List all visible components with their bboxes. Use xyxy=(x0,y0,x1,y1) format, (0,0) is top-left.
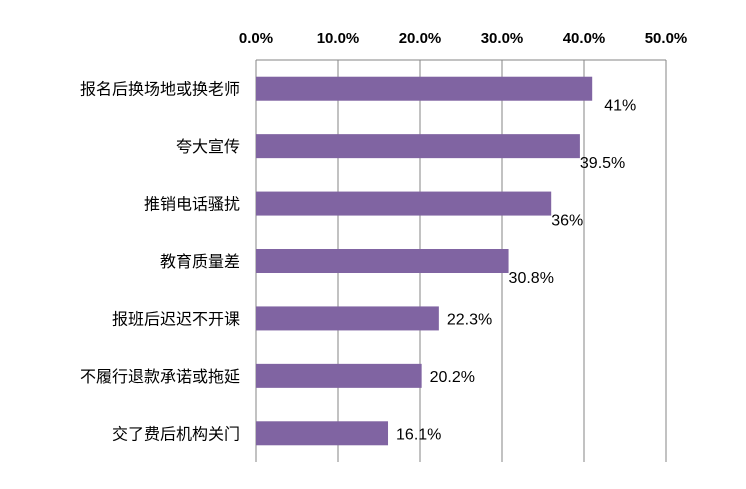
bar xyxy=(256,191,552,216)
bars-group xyxy=(256,76,593,446)
bar xyxy=(256,134,580,159)
category-label: 推销电话骚扰 xyxy=(144,195,240,214)
data-label: 41% xyxy=(604,98,636,115)
bar xyxy=(256,306,439,331)
x-tick-label: 40.0% xyxy=(563,30,606,47)
x-tick-label: 20.0% xyxy=(399,30,442,47)
x-tick-label: 50.0% xyxy=(645,30,688,47)
category-label: 报班后迟迟不开课 xyxy=(112,309,240,328)
bar xyxy=(256,76,593,101)
category-labels: 报名后换场地或换老师夸大宣传推销电话骚扰教育质量差报班后迟迟不开课不履行退款承诺… xyxy=(80,80,240,444)
data-labels: 41% 39.5% 36% 30.8% 22.3% 20.2% 16.1% xyxy=(396,98,636,444)
x-tick-label: 0.0% xyxy=(239,30,273,47)
x-tick-label: 10.0% xyxy=(317,30,360,47)
category-label: 报名后换场地或换老师 xyxy=(80,80,240,99)
category-label: 夸大宣传 xyxy=(176,137,240,156)
data-label: 36% xyxy=(551,213,583,230)
x-tick-label: 30.0% xyxy=(481,30,524,47)
data-label: 39.5% xyxy=(580,155,625,172)
x-tick-labels: 0.0% 10.0% 20.0% 30.0% 40.0% 50.0% xyxy=(239,30,687,47)
data-label: 16.1% xyxy=(396,426,441,443)
data-label: 20.2% xyxy=(430,369,475,386)
data-label: 22.3% xyxy=(447,311,492,328)
bar xyxy=(256,421,389,446)
bar xyxy=(256,363,422,388)
category-label: 不履行退款承诺或拖延 xyxy=(80,367,240,386)
bar xyxy=(256,249,509,273)
data-label: 30.8% xyxy=(509,270,554,287)
category-label: 教育质量差 xyxy=(160,252,240,271)
category-label: 交了费后机构关门 xyxy=(112,424,240,443)
